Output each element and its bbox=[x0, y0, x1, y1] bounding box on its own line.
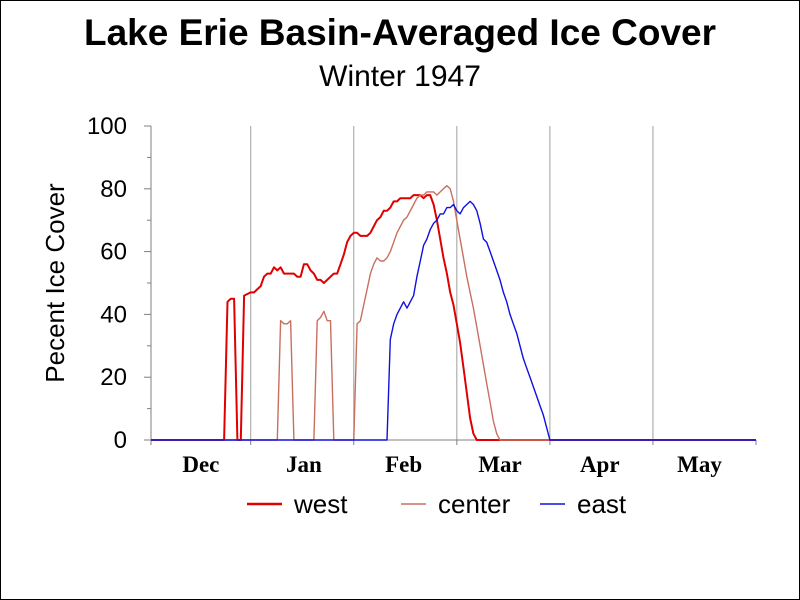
series-line-east bbox=[151, 200, 756, 441]
chart-title: Lake Erie Basin-Averaged Ice Cover bbox=[83, 12, 717, 53]
y-tick-label: 20 bbox=[100, 364, 127, 391]
y-tick-label: 80 bbox=[100, 176, 127, 203]
x-tick-label: Mar bbox=[478, 452, 521, 477]
x-tick-label: Dec bbox=[182, 452, 219, 477]
legend-label-center: center bbox=[438, 489, 511, 519]
legend: west center east bbox=[247, 489, 627, 519]
series-line-west bbox=[151, 194, 756, 441]
y-tick-label: 0 bbox=[114, 427, 127, 454]
tick-labels: 0 20 40 60 80 100 Dec Jan Feb Mar Apr May bbox=[87, 113, 722, 477]
x-tick-label: Feb bbox=[385, 452, 422, 477]
y-tick-label: 60 bbox=[100, 239, 127, 266]
series-lines bbox=[151, 185, 756, 441]
x-tick-label: Apr bbox=[580, 452, 620, 477]
series-line-center bbox=[151, 185, 756, 441]
grid bbox=[250, 126, 654, 440]
y-axis-label: Pecent Ice Cover bbox=[40, 183, 70, 383]
x-tick-label: Jan bbox=[286, 452, 322, 477]
y-tick-label: 40 bbox=[100, 301, 127, 328]
legend-label-east: east bbox=[577, 489, 627, 519]
x-tick-label: May bbox=[677, 452, 722, 477]
chart-subtitle: Winter 1947 bbox=[319, 60, 481, 93]
legend-label-west: west bbox=[293, 489, 348, 519]
y-tick-label: 100 bbox=[87, 113, 127, 140]
